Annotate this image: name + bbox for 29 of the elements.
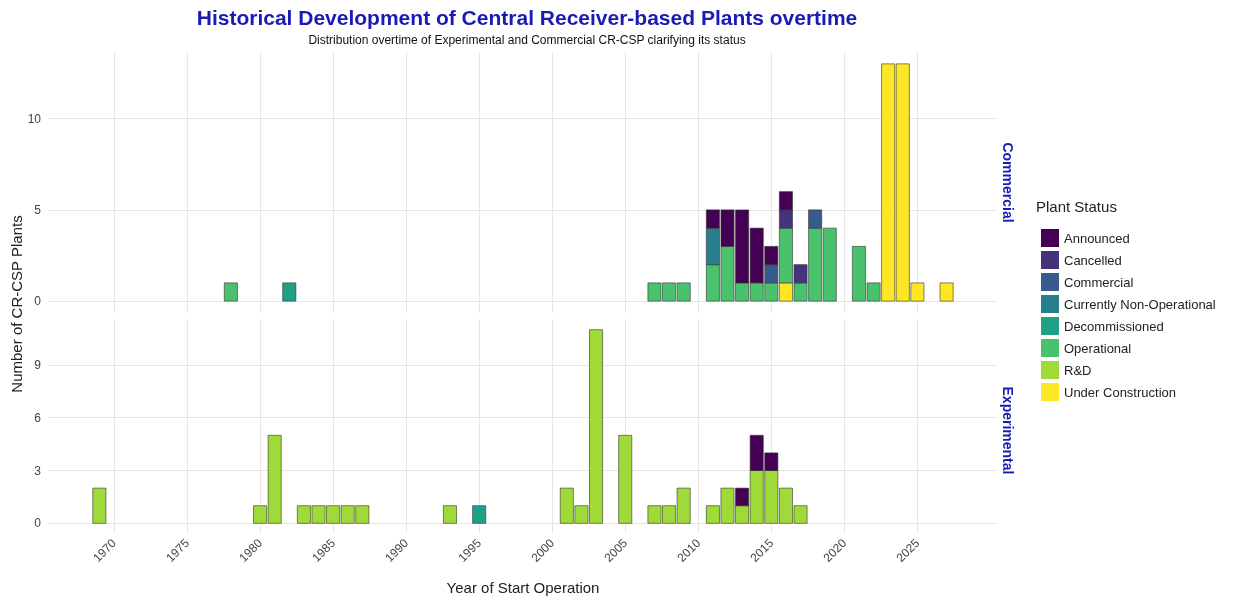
bar xyxy=(443,505,457,524)
text: Experimental xyxy=(1000,386,1016,475)
legend-title: Plant Status xyxy=(1036,198,1117,215)
y-tick-label: 10 xyxy=(27,111,42,126)
y-tick-label: 5 xyxy=(34,202,42,217)
legend-label: Cancelled xyxy=(1064,252,1122,268)
bar xyxy=(282,282,297,302)
y-tick-label: 0 xyxy=(34,516,42,531)
chart-title: Historical Development of Central Receiver-based Plants overtime xyxy=(196,6,858,29)
legend-label: R&D xyxy=(1064,362,1092,378)
text: Commercial xyxy=(1000,142,1016,223)
bar xyxy=(618,435,633,524)
bar xyxy=(223,282,238,302)
bar xyxy=(92,487,107,524)
bar xyxy=(939,282,954,302)
y-axis-title: Number of CR-CSP Plants xyxy=(7,215,25,393)
legend-label: Operational xyxy=(1064,340,1132,356)
y-tick-label: 3 xyxy=(34,463,42,478)
legend-label: Currently Non-Operational xyxy=(1064,296,1216,312)
y-tick-label: 0 xyxy=(34,294,42,309)
x-axis-title: Year of Start Operation xyxy=(446,579,600,596)
y-tick-label: 9 xyxy=(34,357,42,372)
legend-label: Announced xyxy=(1064,230,1130,246)
legend-label: Decommissioned xyxy=(1064,318,1164,334)
chart-subtitle: Distribution overtime of Experimental and Commercial CR-CSP clarifying its status xyxy=(308,33,746,47)
y-tick-label: 6 xyxy=(34,410,42,425)
legend-label: Commercial xyxy=(1064,274,1134,290)
bar xyxy=(472,505,487,524)
legend-label: Under Construction xyxy=(1064,384,1176,400)
